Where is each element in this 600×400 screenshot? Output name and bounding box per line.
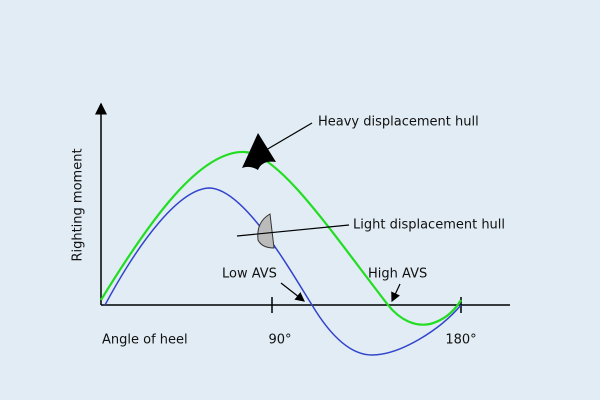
pointer [236,224,350,237]
light-hull [257,213,275,249]
arrow [391,283,401,303]
annotation: Light displacement hull [353,218,505,233]
annotation: High AVS [368,267,427,282]
heavy-hull [242,133,276,170]
annotation: Low AVS [222,267,277,282]
heavy-curve [100,150,462,326]
arrow [280,282,305,302]
tick-label: 90° [268,333,291,348]
x-axis-label: Angle of heel [102,333,188,348]
y-axis-label: Righting moment [71,148,86,261]
light-curve [104,187,462,356]
pointer [265,122,313,151]
tick-label: 180° [445,333,476,348]
annotation: Heavy displacement hull [318,115,479,130]
